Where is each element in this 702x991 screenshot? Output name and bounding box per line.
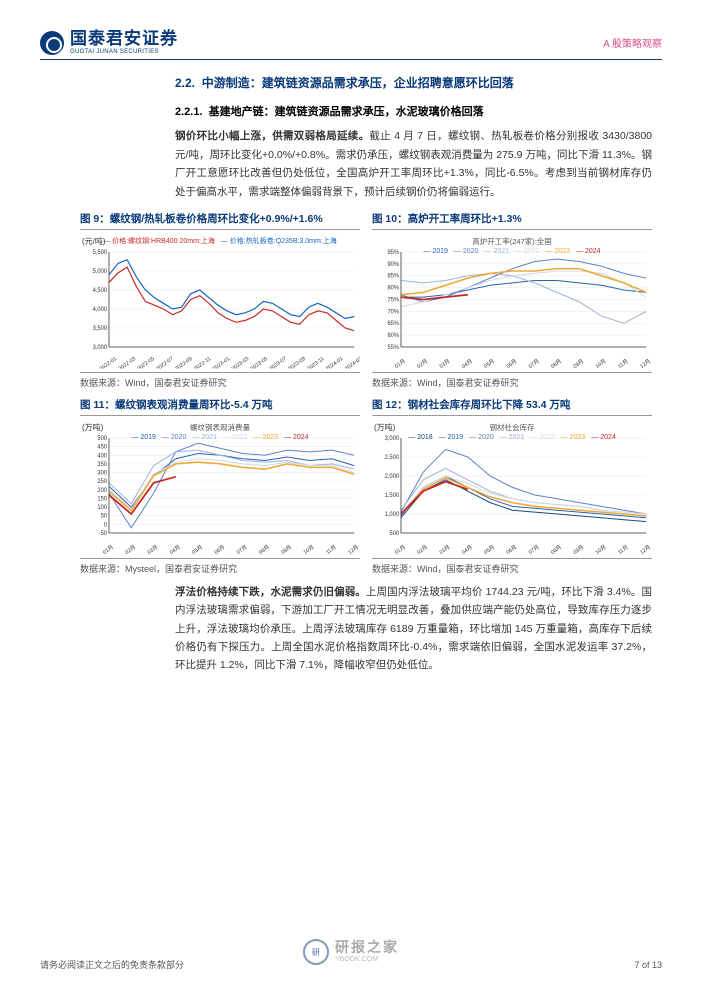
logo-icon (40, 31, 64, 55)
chart-9: 图 9：螺纹钢/热轧板卷价格周环比变化+0.9%/+1.6% (元/吨) — 价… (80, 211, 360, 389)
svg-text:100: 100 (97, 505, 107, 511)
watermark-cn: 研报之家 (335, 940, 399, 955)
svg-text:450: 450 (97, 445, 107, 451)
charts-grid: 图 9：螺纹钢/热轧板卷价格周环比变化+0.9%/+1.6% (元/吨) — 价… (40, 211, 662, 575)
svg-text:80%: 80% (387, 286, 399, 292)
footer-disclaimer: 请务必阅读正文之后的免责条款部分 (40, 958, 184, 971)
svg-text:90%: 90% (387, 262, 399, 268)
svg-text:500: 500 (389, 531, 399, 537)
svg-text:4,500: 4,500 (93, 288, 108, 294)
svg-text:75%: 75% (387, 297, 399, 303)
chart-title: 图 12：钢材社会库存周环比下降 53.4 万吨 (372, 397, 652, 416)
logo-en: GUOTAI JUNAN SECURITIES (70, 49, 178, 56)
svg-text:1,500: 1,500 (385, 493, 400, 499)
chart-11: 图 11：螺纹钢表观消费量周环比-5.4 万吨 (万吨) 螺纹钢表观消费量— 2… (80, 397, 360, 575)
svg-text:250: 250 (97, 479, 107, 485)
paragraph-steel: 钢价环比小幅上涨，供需双弱格局延续。截止 4 月 7 日，螺纹钢、热轧板卷价格分… (175, 127, 652, 201)
svg-text:-50: -50 (99, 531, 108, 537)
chart-legend: 钢材社会库存— 2018— 2019— 2020— 2021— 2022— 20… (372, 422, 652, 441)
logo-cn: 国泰君安证券 (70, 30, 178, 49)
chart-title: 图 9：螺纹钢/热轧板卷价格周环比变化+0.9%/+1.6% (80, 211, 360, 230)
svg-text:60%: 60% (387, 333, 399, 339)
chart-legend: 高炉开工率(247家):全国— 2019— 2020— 2021— 2022— … (372, 236, 652, 255)
chart-source: 数据来源：Wind，国泰君安证券研究 (372, 558, 652, 575)
svg-text:2,000: 2,000 (385, 474, 400, 480)
svg-text:70%: 70% (387, 309, 399, 315)
section-heading-2-2-1: 2.2.1. 基建地产链：建筑链资源品需求承压，水泥玻璃价格回落 (175, 103, 652, 119)
svg-text:5,000: 5,000 (93, 269, 108, 275)
svg-text:150: 150 (97, 496, 107, 502)
chart-12: 图 12：钢材社会库存周环比下降 53.4 万吨 (万吨) 钢材社会库存— 20… (372, 397, 652, 575)
chart-source: 数据来源：Wind，国泰君安证券研究 (372, 372, 652, 389)
svg-text:5,500: 5,500 (93, 250, 108, 256)
chart-plot: (万吨) 螺纹钢表观消费量— 2019— 2020— 2021— 2022— 2… (80, 420, 360, 555)
svg-text:200: 200 (97, 488, 107, 494)
logo: 国泰君安证券 GUOTAI JUNAN SECURITIES (40, 30, 178, 55)
page-header: 国泰君安证券 GUOTAI JUNAN SECURITIES A 股策略观察 (40, 30, 662, 60)
svg-text:55%: 55% (387, 345, 399, 351)
svg-text:85%: 85% (387, 274, 399, 280)
svg-text:1,000: 1,000 (385, 512, 400, 518)
svg-text:4,000: 4,000 (93, 307, 108, 313)
chart-title: 图 11：螺纹钢表观消费量周环比-5.4 万吨 (80, 397, 360, 416)
header-category: A 股策略观察 (603, 35, 662, 50)
svg-text:3,000: 3,000 (93, 345, 108, 351)
chart-plot: (万吨) 钢材社会库存— 2018— 2019— 2020— 2021— 202… (372, 420, 652, 555)
svg-text:350: 350 (97, 462, 107, 468)
svg-text:50: 50 (101, 514, 108, 520)
svg-text:3,500: 3,500 (93, 326, 108, 332)
svg-text:400: 400 (97, 453, 107, 459)
chart-plot: (元/吨) — 价格:螺纹钢:HRB400 20mm:上海— 价格:热轧板卷:Q… (80, 234, 360, 369)
chart-title: 图 10：高炉开工率周环比+1.3% (372, 211, 652, 230)
chart-legend: 螺纹钢表观消费量— 2019— 2020— 2021— 2022— 2023— … (80, 422, 360, 441)
page-footer: 请务必阅读正文之后的免责条款部分 7 of 13 (40, 958, 662, 971)
chart-plot: 高炉开工率(247家):全国— 2019— 2020— 2021— 2022— … (372, 234, 652, 369)
svg-text:300: 300 (97, 470, 107, 476)
chart-source: 数据来源：Wind，国泰君安证券研究 (80, 372, 360, 389)
svg-text:65%: 65% (387, 321, 399, 327)
paragraph-glass: 浮法价格持续下跌，水泥需求仍旧偏弱。上周国内浮法玻璃平均价 1744.23 元/… (175, 583, 652, 675)
chart-10: 图 10：高炉开工率周环比+1.3% 高炉开工率(247家):全国— 2019—… (372, 211, 652, 389)
svg-text:2,500: 2,500 (385, 455, 400, 461)
chart-source: 数据来源：Mysteel，国泰君安证券研究 (80, 558, 360, 575)
chart-legend: — 价格:螺纹钢:HRB400 20mm:上海— 价格:热轧板卷:Q235B:3… (80, 236, 360, 246)
page-number: 7 of 13 (634, 960, 662, 970)
section-heading-2-2: 2.2. 中游制造：建筑链资源品需求承压，企业招聘意愿环比回落 (175, 74, 652, 93)
